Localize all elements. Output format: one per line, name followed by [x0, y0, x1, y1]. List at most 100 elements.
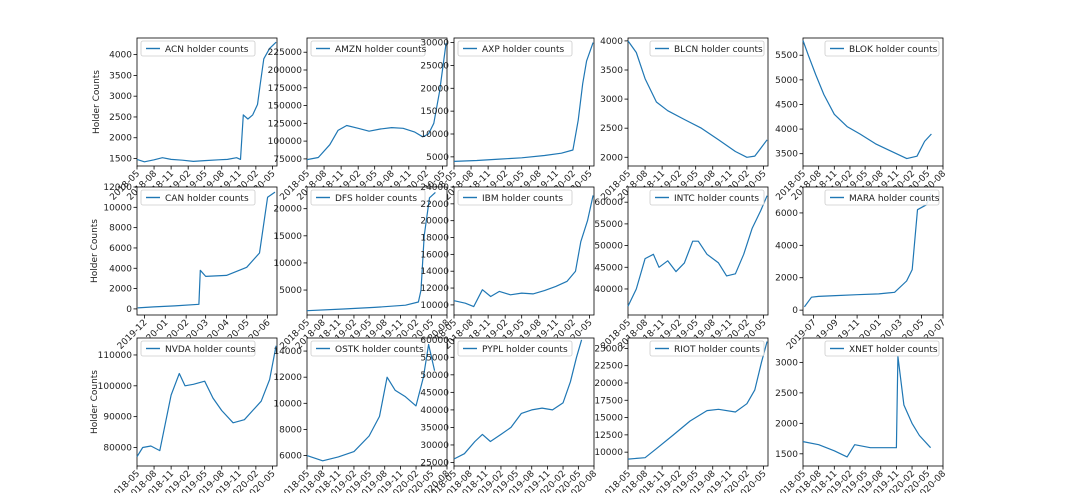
- y-tick-label: 125000: [268, 119, 303, 129]
- y-tick-label: 4000: [775, 241, 798, 251]
- legend: CAN holder counts: [140, 189, 256, 206]
- y-tick-label: 5500: [775, 51, 798, 61]
- y-tick-label: 45000: [594, 263, 623, 273]
- y-tick-label: 50000: [594, 242, 623, 252]
- legend: OSTK holder counts: [310, 340, 426, 357]
- legend-label: XNET holder counts: [849, 345, 938, 355]
- series-line: [627, 40, 768, 158]
- legend-label: RIOT holder counts: [674, 345, 760, 355]
- axes-frame: [627, 37, 769, 167]
- legend: PYPL holder counts: [457, 340, 573, 357]
- axes-frame: [136, 37, 278, 167]
- axes-frame: [453, 37, 595, 167]
- y-tick-label: 2500: [109, 113, 132, 123]
- y-tick-label: 2500: [600, 124, 623, 134]
- subplot-blok: 350040004500500055002018-052018-082018-1…: [774, 37, 948, 203]
- y-tick-label: 100000: [268, 137, 303, 147]
- y-tick-label: 14000: [273, 347, 302, 357]
- subplot-ostk: 600080001000012000140002018-052018-08201…: [273, 337, 452, 493]
- series-line: [802, 355, 932, 458]
- subplot-ibm: 10000 12000 14000 16000 18000 20000 22000 24000…: [420, 183, 594, 352]
- axes-frame: [627, 186, 769, 316]
- legend-label: IBM holder counts: [482, 194, 563, 204]
- y-tick-label: 3000: [775, 358, 798, 368]
- y-tick-label: 10000: [273, 259, 302, 269]
- y-tick-label: 10000: [103, 203, 132, 213]
- series-line: [453, 339, 583, 460]
- series-line: [627, 195, 768, 307]
- y-tick-label: 30000: [420, 441, 449, 451]
- legend: INTC holder counts: [649, 189, 765, 206]
- axes-frame: [802, 37, 944, 167]
- y-tick-label: 100000: [98, 382, 133, 392]
- y-tick-label: 22000: [420, 200, 449, 210]
- subplot-blcn: 200025003000350040002018-052018-082018-1…: [599, 37, 768, 203]
- y-tick-label: 20000: [420, 84, 449, 94]
- y-tick-label: 3500: [775, 150, 798, 160]
- y-tick-label: 30000: [420, 39, 449, 49]
- legend-label: BLCN holder counts: [674, 45, 763, 55]
- y-tick-label: 25000: [420, 458, 449, 468]
- y-tick-label: 3000: [600, 95, 623, 105]
- series-line: [136, 41, 277, 163]
- legend: ACN holder counts: [140, 40, 256, 57]
- y-tick-label: 1500: [775, 450, 798, 460]
- y-tick-label: 12000: [420, 284, 449, 294]
- y-tick-label: 18000: [420, 234, 449, 244]
- series-line: [803, 193, 932, 308]
- y-tick-label: 2000: [775, 419, 798, 429]
- legend: IBM holder counts: [457, 189, 573, 206]
- axes-frame: [802, 337, 944, 467]
- y-tick-label: 80000: [103, 443, 132, 453]
- y-tick-label: 0: [792, 306, 798, 316]
- legend-box: [824, 40, 940, 57]
- legend-box: [649, 40, 765, 57]
- subplot-nvda: 80000900001000001100002018-052018-082018…: [90, 337, 278, 493]
- y-tick-label: 10000: [273, 399, 302, 409]
- series-line: [306, 42, 447, 161]
- y-tick-label: 15000: [420, 107, 449, 117]
- y-tick-label: 90000: [103, 413, 132, 423]
- y-tick-label: 50000: [420, 371, 449, 381]
- subplot-riot: 100001250015000175002000022500250002018-…: [594, 337, 769, 493]
- y-tick-label: 150000: [268, 102, 303, 112]
- legend-box: [457, 40, 573, 57]
- y-axis-label: Holder Counts: [90, 370, 100, 434]
- legend-label: AXP holder counts: [482, 45, 565, 55]
- series-line: [627, 341, 768, 460]
- y-tick-label: 3500: [600, 66, 623, 76]
- series-line: [136, 345, 277, 458]
- y-tick-label: 14000: [420, 267, 449, 277]
- y-tick-label: 17500: [594, 396, 623, 406]
- legend-box: [824, 340, 940, 357]
- legend: XNET holder counts: [824, 340, 940, 357]
- y-tick-label: 25000: [594, 344, 623, 354]
- y-tick-label: 8000: [109, 224, 132, 234]
- y-tick-label: 225000: [268, 48, 303, 58]
- legend-label: INTC holder counts: [674, 194, 759, 204]
- y-axis-label: Holder Counts: [90, 219, 100, 283]
- y-tick-label: 10000: [420, 301, 449, 311]
- subplot-acn: 1500200025003000350040002018-052018-0820…: [92, 37, 278, 203]
- y-tick-label: 2000: [109, 285, 132, 295]
- y-tick-label: 6000: [109, 244, 132, 254]
- y-tick-label: 20000: [594, 379, 623, 389]
- series-line: [306, 191, 436, 312]
- legend-box: [310, 189, 426, 206]
- y-tick-label: 1500: [109, 155, 132, 165]
- series-line: [137, 191, 276, 309]
- legend-box: [310, 40, 426, 57]
- y-tick-label: 5000: [279, 286, 302, 296]
- y-axis-label: Holder Counts: [92, 70, 102, 134]
- y-tick-label: 175000: [268, 84, 303, 94]
- legend-label: PYPL holder counts: [482, 345, 568, 355]
- y-tick-label: 4000: [109, 51, 132, 61]
- legend-box: [457, 340, 573, 357]
- legend-label: OSTK holder counts: [335, 345, 424, 355]
- legend: AMZN holder counts: [310, 40, 427, 57]
- subplot-xnet: 15002000250030002018-052018-082018-11201…: [774, 337, 948, 493]
- y-tick-label: 2000: [600, 153, 623, 163]
- axes-frame: [453, 337, 595, 467]
- legend-label: CAN holder counts: [165, 194, 249, 204]
